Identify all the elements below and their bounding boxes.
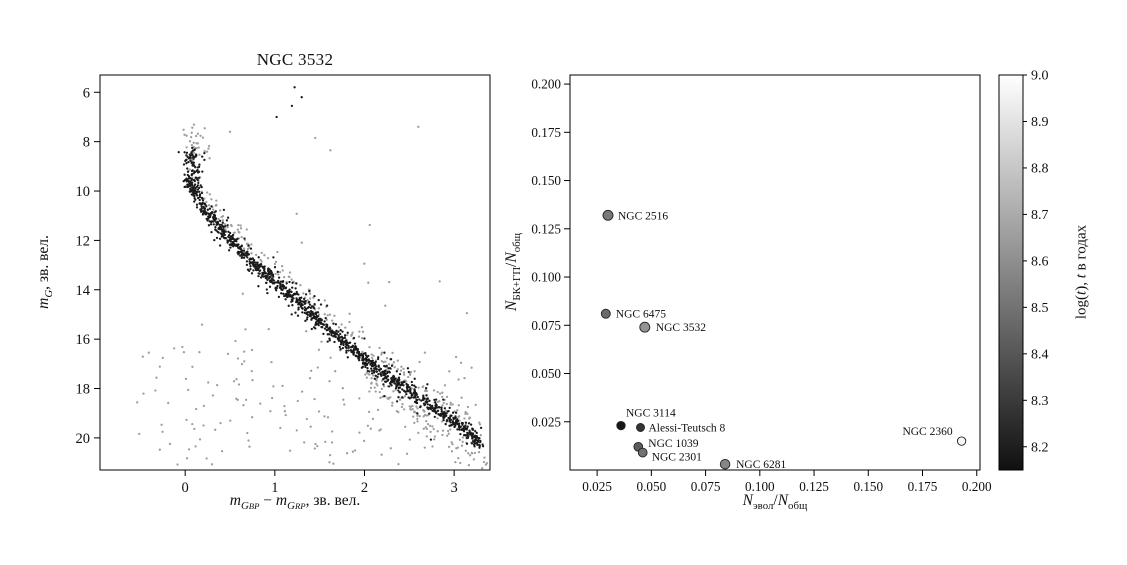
svg-text:0.025: 0.025 xyxy=(531,414,561,429)
cmd-xlabel-sub2: GRP xyxy=(287,500,306,513)
svg-text:0.200: 0.200 xyxy=(962,479,992,494)
cmd-xlabel-minus: − xyxy=(259,492,276,509)
svg-text:0.075: 0.075 xyxy=(691,479,721,494)
cluster-marker xyxy=(956,436,967,446)
cmd-xlabel-sub1: GBP xyxy=(240,500,260,513)
svg-text:0.050: 0.050 xyxy=(637,479,667,494)
cmd-axes xyxy=(99,74,491,471)
cmd-xaxis-label: mGBP − mGRP, зв. вел. xyxy=(100,492,490,513)
svg-text:8.4: 8.4 xyxy=(1031,347,1049,362)
svg-text:8.7: 8.7 xyxy=(1031,208,1049,223)
cluster-label: Alessi-Teutsch 8 xyxy=(649,423,726,435)
cmd-xlabel-var2: m xyxy=(275,492,288,509)
svg-text:8.2: 8.2 xyxy=(1031,440,1049,455)
svg-text:8.9: 8.9 xyxy=(1031,115,1049,130)
svg-text:0.200: 0.200 xyxy=(531,77,561,92)
svg-text:8.5: 8.5 xyxy=(1031,301,1049,316)
svg-text:2: 2 xyxy=(361,480,368,496)
cluster-label: NGC 3114 xyxy=(626,408,676,420)
svg-text:16: 16 xyxy=(76,332,91,348)
svg-text:0.125: 0.125 xyxy=(531,221,561,236)
svg-text:0.175: 0.175 xyxy=(908,479,938,494)
cluster-label: NGC 2516 xyxy=(618,210,668,222)
svg-text:0.075: 0.075 xyxy=(531,318,561,333)
cmd-xlabel-units: , зв. вел. xyxy=(305,492,361,509)
svg-text:0.175: 0.175 xyxy=(531,125,561,140)
svg-text:12: 12 xyxy=(76,233,91,249)
svg-text:0: 0 xyxy=(182,480,189,496)
cmd-xlabel-var1: m xyxy=(229,492,241,509)
cluster-label: NGC 6475 xyxy=(616,309,666,321)
svg-text:18: 18 xyxy=(76,382,91,398)
svg-text:0.100: 0.100 xyxy=(745,479,775,494)
colorbar-label: log(t), t в годах xyxy=(1073,224,1090,320)
svg-text:0.150: 0.150 xyxy=(853,479,883,494)
cmd-title: NGC 3532 xyxy=(256,50,334,69)
svg-text:6: 6 xyxy=(83,85,90,101)
svg-text:8.8: 8.8 xyxy=(1031,161,1049,176)
svg-text:10: 10 xyxy=(76,184,91,200)
cluster-marker xyxy=(637,447,648,458)
cluster-label: NGC 6281 xyxy=(736,459,786,471)
svg-text:3: 3 xyxy=(451,480,458,496)
ratio-xaxis-label: Nэвол/Nобщ xyxy=(742,492,808,513)
cluster-marker xyxy=(636,423,645,432)
svg-text:8.6: 8.6 xyxy=(1031,254,1049,269)
cluster-label: NGC 1039 xyxy=(648,438,698,450)
svg-text:0.100: 0.100 xyxy=(531,270,561,285)
svg-text:9.0: 9.0 xyxy=(1031,69,1049,84)
ratio-ticks: 0.025 0.050 0.075 0.100 0.125 0.150 0.175 0.200… xyxy=(531,77,992,494)
ratio-points xyxy=(600,209,967,470)
cluster-marker xyxy=(639,321,651,333)
svg-text:0.125: 0.125 xyxy=(799,479,829,494)
cluster-label: NGC 3532 xyxy=(656,322,706,334)
colorbar-ticks: 8.2 8.3 8.4 8.5 8.6 8.7 8.8 8.9 9.0 xyxy=(1023,69,1049,455)
cmd-points xyxy=(136,86,489,470)
svg-text:0.150: 0.150 xyxy=(531,173,561,188)
svg-text:1: 1 xyxy=(271,480,278,496)
svg-text:0.025: 0.025 xyxy=(582,479,612,494)
cmd-yaxis-label: mG, зв. вел. xyxy=(35,235,56,309)
cluster-marker xyxy=(600,308,611,319)
ratio-yaxis-label: NБК+ГП/Nобщ xyxy=(503,233,524,311)
cluster-label: NGC 2360 xyxy=(902,426,952,438)
colorbar xyxy=(998,74,1024,471)
cluster-label: NGC 2301 xyxy=(652,452,702,464)
cluster-marker xyxy=(602,209,614,221)
cluster-marker xyxy=(719,458,731,470)
ratio-axes xyxy=(569,74,981,471)
svg-text:8: 8 xyxy=(83,135,90,151)
cluster-marker xyxy=(616,420,626,431)
svg-text:0.050: 0.050 xyxy=(531,366,561,381)
svg-text:14: 14 xyxy=(76,283,91,299)
svg-text:20: 20 xyxy=(76,431,91,447)
svg-text:8.3: 8.3 xyxy=(1031,394,1049,409)
